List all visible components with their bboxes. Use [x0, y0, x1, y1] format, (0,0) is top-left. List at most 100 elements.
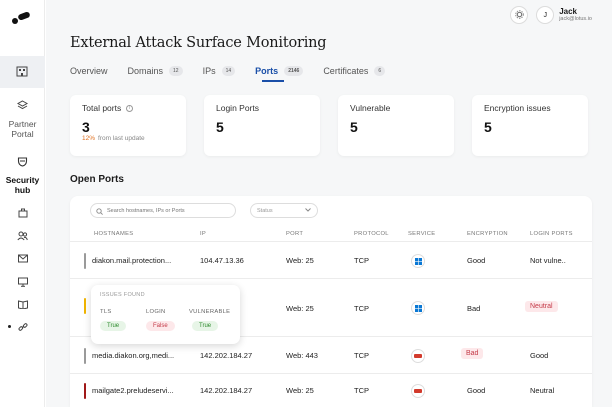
card-value: 5	[484, 119, 492, 135]
encryption-status-badge: Bad	[461, 348, 484, 359]
settings-button[interactable]	[510, 6, 529, 24]
building-icon[interactable]	[16, 65, 28, 77]
user-info[interactable]: Jack jack@lotus.io	[559, 7, 592, 23]
briefcase-icon[interactable]	[18, 208, 28, 218]
vulnerable-value-badge: True	[192, 321, 219, 331]
column-header[interactable]: HOSTNAMES	[94, 231, 134, 237]
mail-icon[interactable]	[18, 254, 28, 263]
column-header[interactable]: PROTOCOL	[354, 231, 389, 237]
tab-bar: Overview Domains 12 IPs 14 Ports 2146 Certi…	[70, 64, 405, 78]
severity-marker	[84, 253, 86, 269]
login-value-badge: False	[146, 321, 175, 331]
section-title: Open Ports	[70, 174, 124, 185]
card-value: 5	[350, 119, 358, 135]
search-icon	[96, 202, 103, 220]
card-sub-text: from last update	[98, 135, 145, 142]
hostname-cell: mailgate2.preludeservi...	[92, 386, 174, 395]
tab-label: Domains	[127, 66, 164, 76]
ip-cell: 142.202.184.27	[200, 386, 253, 395]
table-row[interactable]: diakon.mail.protection... 104.47.13.36 W…	[70, 243, 592, 279]
tab-domains[interactable]: Domains 12	[128, 64, 183, 78]
hostname-cell: media.diakon.org,medi...	[92, 351, 175, 360]
sidebar: Partner Portal Security hub	[0, 0, 45, 407]
column-header[interactable]: IP	[200, 231, 207, 237]
tab-overview[interactable]: Overview	[70, 64, 108, 78]
status-dropdown[interactable]: Status	[250, 203, 318, 218]
popover-title: ISSUES FOUND	[100, 292, 145, 298]
protocol-cell: TCP	[354, 304, 369, 313]
port-cell: Web: 25	[286, 256, 314, 265]
avatar[interactable]: J	[536, 6, 555, 24]
card-label: Vulnerable	[350, 103, 391, 113]
search-input[interactable]	[107, 207, 227, 214]
port-cell: Web: 25	[286, 304, 314, 313]
gear-icon	[515, 6, 524, 24]
sidebar-item-partner-portal[interactable]: Partner Portal	[8, 119, 37, 139]
tab-label: Certificates	[323, 66, 369, 76]
layers-icon[interactable]	[17, 100, 28, 111]
app-logo[interactable]	[12, 11, 32, 25]
severity-marker	[84, 348, 86, 364]
book-icon[interactable]	[18, 300, 28, 309]
card-change-percent: 12%	[82, 135, 96, 142]
tab-label: Overview	[70, 66, 108, 76]
users-icon[interactable]	[17, 231, 28, 241]
hostname-cell: diakon.mail.protection...	[92, 256, 172, 265]
popover-header-login: LOGIN	[146, 309, 166, 315]
column-header[interactable]: PORT	[286, 231, 304, 237]
card-label: Login Ports	[216, 103, 259, 113]
card-encryption-issues[interactable]: Encryption issues 5	[472, 95, 588, 156]
tab-count: 6	[374, 66, 386, 76]
active-indicator-dot	[8, 325, 11, 328]
encryption-cell: Good	[467, 386, 486, 395]
card-login-ports[interactable]: Login Ports 5	[204, 95, 320, 156]
active-tab-underline	[262, 80, 284, 82]
card-label: Encryption issues	[484, 103, 551, 113]
column-header[interactable]: SERVICE	[408, 231, 436, 237]
service-icon[interactable]	[411, 254, 425, 268]
tab-label: IPs	[202, 66, 216, 76]
card-label: Total ports	[82, 103, 122, 113]
search-box[interactable]	[90, 203, 236, 218]
card-value: 5	[216, 119, 224, 135]
port-cell: Web: 25	[286, 386, 314, 395]
ip-cell: 104.47.13.36	[200, 256, 244, 265]
popover-header-tls: TLS	[100, 309, 112, 315]
user-email: jack@lotus.io	[559, 16, 592, 22]
ip-cell: 142.202.184.27	[200, 351, 253, 360]
issues-found-popover: ISSUES FOUND TLS LOGIN VULNERABLE True F…	[91, 285, 240, 344]
tls-value-badge: True	[100, 321, 127, 331]
link-icon[interactable]	[18, 322, 28, 332]
tab-count: 2146	[284, 66, 304, 76]
login-cell: Not vulne..	[530, 256, 566, 265]
card-vulnerable[interactable]: Vulnerable 5	[338, 95, 454, 156]
protocol-cell: TCP	[354, 256, 369, 265]
table-header: HOSTNAMES IP PORT PROTOCOL SERVICE ENCRY…	[70, 226, 592, 242]
severity-marker	[84, 298, 86, 314]
service-icon[interactable]	[411, 384, 425, 398]
page-title: External Attack Surface Monitoring	[70, 35, 327, 51]
tab-ports[interactable]: Ports 2146	[255, 64, 304, 78]
protocol-cell: TCP	[354, 386, 369, 395]
chevron-down-icon	[305, 207, 311, 214]
encryption-cell: Bad	[467, 304, 481, 313]
sidebar-item-security-hub[interactable]: Security hub	[5, 175, 40, 195]
login-status-badge: Neutral	[525, 301, 558, 312]
card-total-ports[interactable]: Total ports i 3 12% from last update	[70, 95, 186, 156]
table-row[interactable]: mailgate2.preludeservi... 142.202.184.27…	[70, 375, 592, 407]
shield-icon[interactable]	[17, 156, 28, 167]
tab-certificates[interactable]: Certificates 6	[323, 64, 386, 78]
column-header[interactable]: LOGIN PORTS	[530, 231, 573, 237]
tab-ips[interactable]: IPs 14	[203, 64, 236, 78]
service-icon[interactable]	[411, 349, 425, 363]
table-row[interactable]: media.diakon.org,medi... 142.202.184.27 …	[70, 338, 592, 374]
protocol-cell: TCP	[354, 351, 369, 360]
tab-count: 14	[221, 66, 236, 76]
column-header[interactable]: ENCRYPTION	[467, 231, 508, 237]
encryption-cell: Good	[467, 256, 486, 265]
login-cell: Neutral	[530, 386, 555, 395]
service-icon[interactable]	[411, 301, 425, 315]
info-icon[interactable]: i	[126, 104, 134, 112]
monitor-icon[interactable]	[18, 277, 28, 287]
card-value: 3	[82, 119, 90, 135]
